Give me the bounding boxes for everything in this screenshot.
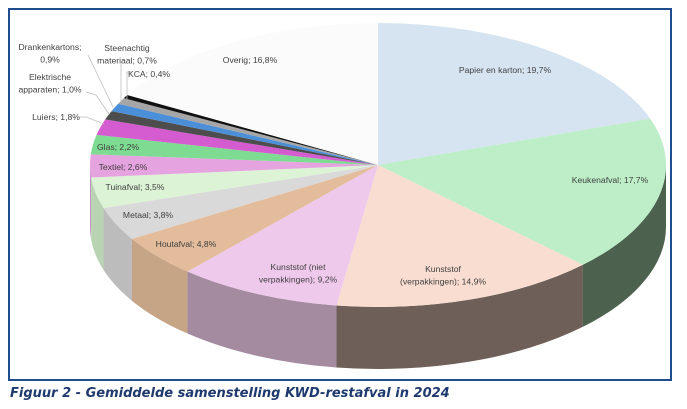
- slice-elektrische-apparaten: [105, 111, 378, 165]
- data-label-line: materiaal; 0,7%: [97, 56, 157, 66]
- data-label-kunststof-niet-verpakkingen: Kunststof (niet verpakkingen); 9,2%: [259, 262, 338, 285]
- data-label-keukenafval: Keukenafval; 17,7%: [572, 175, 649, 185]
- data-label-overig: Overig; 16,8%: [223, 55, 278, 65]
- leader-line-elektrische-apparaten: [85, 91, 110, 115]
- slice-textiel: [90, 154, 378, 178]
- leader-line-drankenkartons: [87, 54, 114, 108]
- data-label-kunststof-verpakkingen: Kunststof (verpakkingen); 14,9%: [400, 264, 486, 287]
- slice-steenachtig-materiaal: [118, 98, 378, 165]
- slice-papier-en-karton: [378, 23, 651, 165]
- data-label-line: Steenachtig: [104, 43, 150, 53]
- slice-overig: [127, 23, 378, 165]
- leader-line-kca: [126, 71, 132, 99]
- slice-houtafval: [131, 165, 378, 272]
- data-label-steenachtig-materiaal: Steenachtig materiaal; 0,7%: [97, 43, 157, 66]
- data-label-tuinafval: Tuinafval; 3,5%: [106, 182, 165, 192]
- data-label-line: verpakkingen); 9,2%: [259, 275, 338, 285]
- data-labels: Papier en karton; 19,7% Keukenafval; 17,7…: [18, 42, 648, 287]
- slice-glas: [90, 134, 378, 165]
- slice-kca: [123, 95, 379, 165]
- slice-side-houtafval: [131, 238, 188, 334]
- data-label-line: 0,9%: [40, 55, 60, 65]
- slice-side-kunststof-niet-verpakkingen: [187, 271, 337, 368]
- slice-metaal: [103, 165, 379, 239]
- slice-kunststof-niet-verpakkingen: [187, 165, 378, 306]
- data-label-line: Kunststof (niet: [271, 262, 327, 272]
- data-label-line: Elektrische: [29, 72, 71, 82]
- pie-slices: [90, 23, 667, 307]
- data-label-kca: KCA; 0,4%: [128, 69, 170, 79]
- pie-sides: [90, 165, 666, 369]
- data-label-metaal: Metaal; 3,8%: [123, 210, 174, 220]
- slice-kunststof-verpakkingen: [336, 165, 583, 307]
- slice-side-metaal: [103, 208, 132, 301]
- leader-lines: [78, 54, 132, 125]
- slice-keukenafval: [378, 118, 667, 265]
- data-label-line: (verpakkingen); 14,9%: [400, 277, 486, 287]
- leader-line-luiers: [78, 116, 105, 125]
- data-label-luiers: Luiers; 1,8%: [32, 112, 80, 122]
- slice-side-keukenafval: [582, 165, 666, 327]
- data-label-line: apparaten; 1,0%: [18, 85, 81, 95]
- slice-drankenkartons: [111, 103, 379, 165]
- data-label-textiel: Textiel; 2,6%: [99, 162, 148, 172]
- slice-side-kunststof-verpakkingen: [336, 264, 583, 369]
- data-label-papier-en-karton: Papier en karton; 19,7%: [459, 65, 552, 75]
- slice-side-tuinafval: [91, 177, 104, 271]
- data-label-glas: Glas; 2,2%: [97, 142, 139, 152]
- slice-side-textiel: [90, 165, 92, 240]
- data-label-line: Kunststof: [425, 264, 461, 274]
- figure-caption: Figuur 2 - Gemiddelde samenstelling KWD-…: [10, 386, 450, 401]
- data-label-elektrische-apparaten: Elektrische apparaten; 1,0%: [18, 72, 81, 95]
- slice-tuinafval: [91, 165, 378, 209]
- slice-luiers: [96, 119, 378, 165]
- data-label-drankenkartons: Drankenkartons; 0,9%: [18, 42, 81, 65]
- data-label-houtafval: Houtafval; 4,8%: [156, 239, 217, 249]
- data-label-line: Drankenkartons;: [18, 42, 81, 52]
